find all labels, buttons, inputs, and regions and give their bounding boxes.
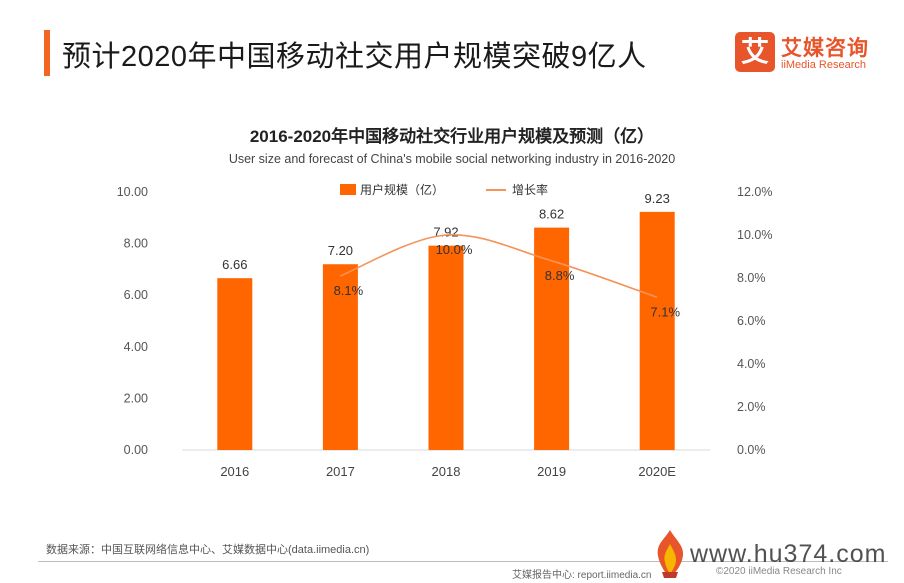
page-title: 预计2020年中国移动社交用户规模突破9亿人 bbox=[62, 41, 647, 73]
chart-subtitle: User size and forecast of China's mobile… bbox=[229, 152, 675, 166]
legend-bar-swatch bbox=[340, 184, 356, 195]
growth-label-2017: 8.1% bbox=[334, 283, 364, 298]
y-left-tick: 8.00 bbox=[124, 237, 148, 251]
data-source: 数据来源：中国互联网络信息中心、艾媒数据中心(data.iimedia.cn) bbox=[46, 544, 370, 556]
bar-2017 bbox=[322, 264, 358, 450]
bar-2020E bbox=[639, 211, 675, 450]
bar-2018 bbox=[428, 245, 464, 450]
y-left-tick: 10.00 bbox=[117, 185, 148, 199]
x-tick-2019: 2019 bbox=[537, 464, 566, 479]
y-left-tick: 0.00 bbox=[124, 443, 148, 457]
logo-mark-icon: 艾 bbox=[735, 32, 775, 72]
legend-bar-label: 用户规模（亿） bbox=[360, 182, 444, 197]
copyright: ©2020 iiMedia Research Inc bbox=[716, 566, 842, 577]
y-right-tick: 4.0% bbox=[737, 357, 766, 371]
bar-label-2020E: 9.23 bbox=[645, 191, 670, 206]
chart-title: 2016-2020年中国移动社交行业用户规模及预测（亿） bbox=[250, 126, 654, 146]
watermark-text: www.hu374.com bbox=[690, 540, 887, 568]
y-left-tick: 6.00 bbox=[124, 288, 148, 302]
bar-label-2019: 8.62 bbox=[539, 207, 564, 222]
bar-2016 bbox=[217, 278, 253, 450]
y-right-tick: 6.0% bbox=[737, 314, 766, 328]
y-right-tick: 12.0% bbox=[737, 185, 772, 199]
logo-name-en: iiMedia Research bbox=[781, 59, 866, 71]
growth-label-2019: 8.8% bbox=[545, 268, 575, 283]
x-tick-2016: 2016 bbox=[220, 464, 249, 479]
y-right-tick: 10.0% bbox=[737, 228, 772, 242]
growth-label-2018: 10.0% bbox=[436, 242, 473, 257]
footer-divider bbox=[38, 561, 888, 562]
flame-watermark-icon bbox=[657, 530, 684, 578]
iimedia-logo: 艾 艾媒咨询 iiMedia Research bbox=[735, 32, 875, 74]
x-tick-2020E: 2020E bbox=[638, 464, 676, 479]
x-tick-2018: 2018 bbox=[432, 464, 461, 479]
growth-rate-line bbox=[340, 234, 658, 299]
title-accent-bar bbox=[44, 30, 50, 76]
logo-name-cn: 艾媒咨询 bbox=[781, 37, 869, 60]
y-left-tick: 2.00 bbox=[124, 391, 148, 405]
legend-line-label: 增长率 bbox=[512, 182, 548, 197]
y-right-tick: 8.0% bbox=[737, 271, 766, 285]
bar-label-2016: 6.66 bbox=[222, 257, 247, 272]
y-right-tick: 2.0% bbox=[737, 400, 766, 414]
bar-label-2017: 7.20 bbox=[328, 243, 353, 258]
growth-label-2020E: 7.1% bbox=[650, 304, 680, 319]
x-tick-2017: 2017 bbox=[326, 464, 355, 479]
bar-label-2018: 7.92 bbox=[433, 225, 458, 240]
y-left-tick: 4.00 bbox=[124, 340, 148, 354]
report-site: 艾媒报告中心: report.iimedia.cn bbox=[512, 570, 652, 581]
y-right-tick: 0.0% bbox=[737, 443, 766, 457]
